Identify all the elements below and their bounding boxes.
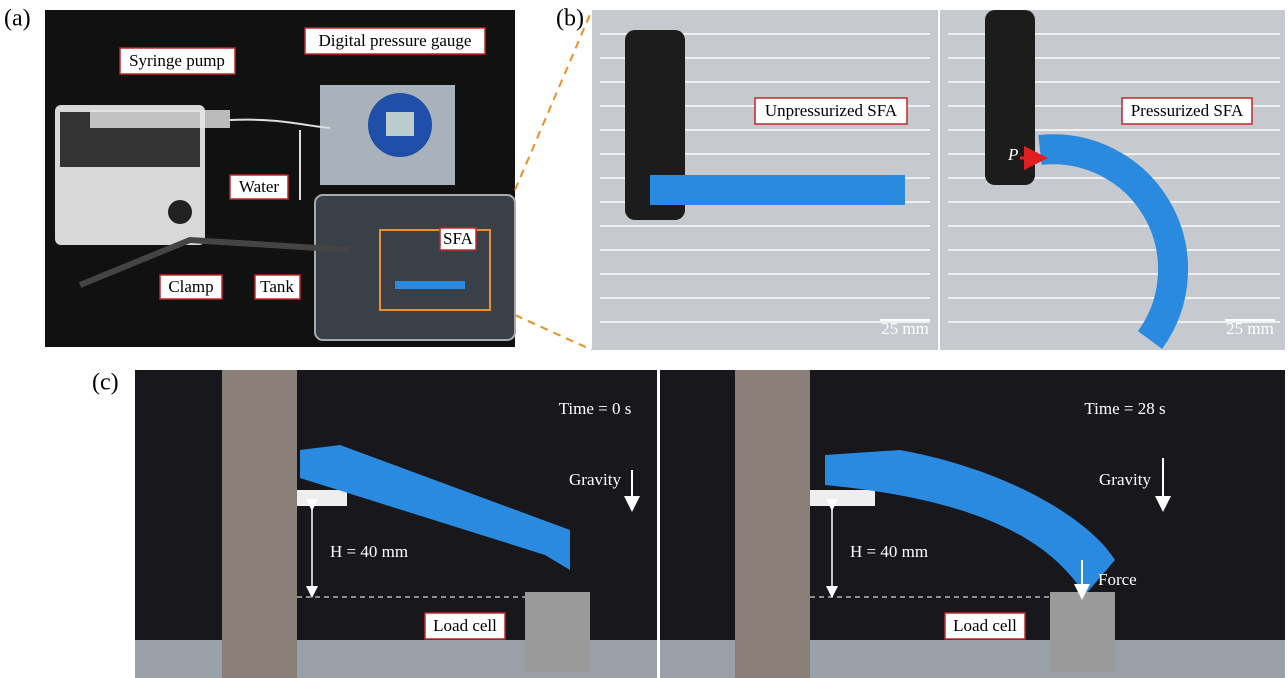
time: Time = 28 s (1084, 399, 1165, 418)
support (810, 490, 875, 506)
annotation: Syringe pump (129, 51, 225, 70)
gravity: Gravity (1099, 470, 1151, 489)
ruler (222, 370, 297, 678)
knob (168, 200, 192, 224)
annotation: SFA (443, 229, 474, 248)
height: H = 40 mm (330, 542, 408, 561)
syringe (90, 110, 230, 128)
height: H = 40 mm (850, 542, 928, 561)
sfa (395, 281, 465, 289)
panel-label: (c) (92, 370, 119, 396)
panel-c: (c) Time = 0 s Gravity H = 40 mm Load ce… (92, 370, 1285, 678)
gauge-display (386, 112, 414, 136)
scale-label: 25 mm (1226, 319, 1274, 338)
annotation: Water (239, 177, 279, 196)
figure: (a) Syringe pump Digital pressure gauge … (0, 0, 1288, 678)
panel-a: (a) Syringe pump Digital pressure gauge … (4, 6, 592, 351)
caption: Unpressurized SFA (765, 101, 898, 120)
annotation: Clamp (168, 277, 213, 296)
caption: Pressurized SFA (1131, 101, 1244, 120)
gravity: Gravity (569, 470, 621, 489)
panel-b: (b) Unpressurized SFA Pressurized SFA P … (556, 6, 1285, 351)
panel-label: (a) (4, 6, 31, 32)
load-cell (525, 592, 590, 672)
force: Force (1098, 570, 1137, 589)
time: Time = 0 s (559, 399, 632, 418)
support (297, 490, 347, 506)
sfa (650, 175, 905, 205)
load-cell (1050, 592, 1115, 672)
panel-label: (b) (556, 6, 584, 32)
annotation: Tank (260, 277, 294, 296)
sensor: Load cell (953, 616, 1017, 635)
tank (315, 195, 515, 340)
zoom-line (515, 10, 592, 190)
zoom-line (515, 315, 592, 350)
sensor: Load cell (433, 616, 497, 635)
pressure-symbol: P (1007, 145, 1018, 164)
annotation: Digital pressure gauge (319, 31, 472, 50)
ruler (735, 370, 810, 678)
scale-label: 25 mm (881, 319, 929, 338)
